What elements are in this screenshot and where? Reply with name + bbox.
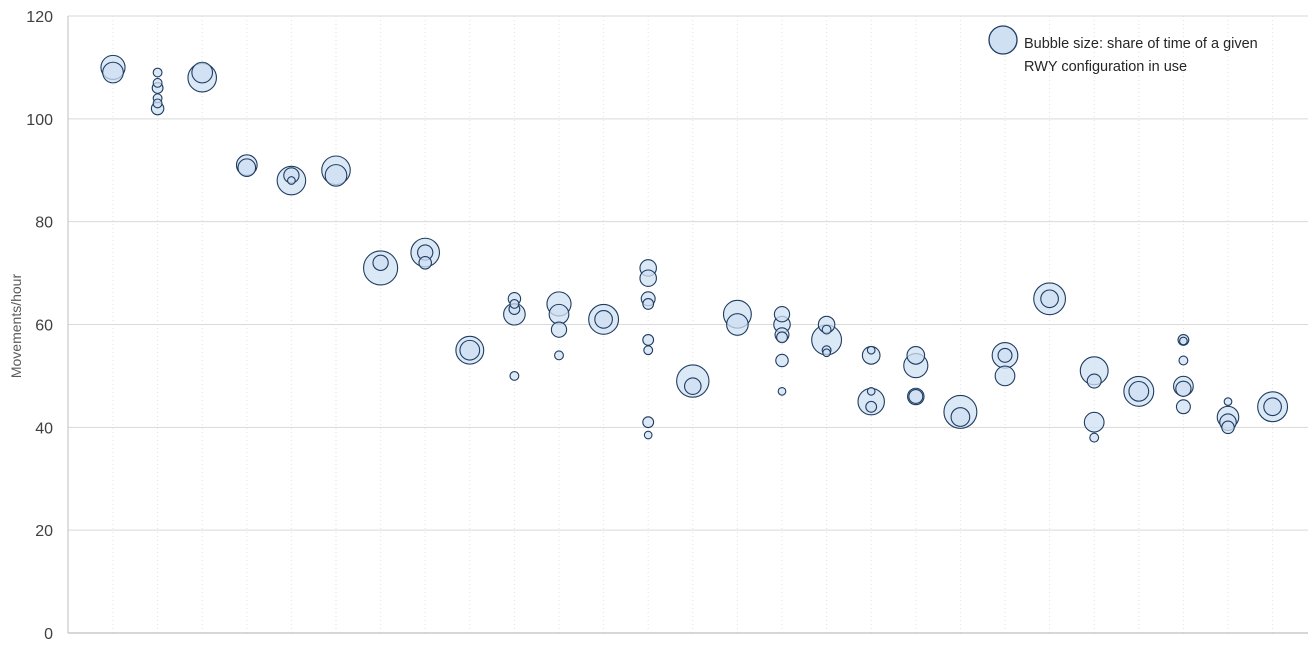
legend-text-line-1: Bubble size: share of time of a given xyxy=(1024,36,1258,52)
data-bubble xyxy=(997,347,1013,363)
data-bubble xyxy=(324,164,348,187)
data-bubble xyxy=(459,339,481,361)
data-bubble xyxy=(866,345,876,355)
y-tick-label: 120 xyxy=(26,9,53,26)
data-bubble xyxy=(642,416,655,429)
legend-text-line-2: RWY configuration in use xyxy=(1024,59,1187,75)
bubble-series xyxy=(100,54,1289,443)
grid-lines xyxy=(68,15,1308,633)
data-bubble xyxy=(1221,420,1235,435)
data-bubble xyxy=(102,61,124,84)
data-bubble xyxy=(1040,289,1059,309)
legend: Bubble size: share of time of a given RW… xyxy=(988,25,1258,75)
data-bubble xyxy=(1083,411,1105,433)
data-bubble xyxy=(684,377,702,395)
data-bubble xyxy=(726,313,749,336)
data-bubble xyxy=(642,333,655,346)
data-bubble xyxy=(1175,399,1191,415)
y-axis-title: Movements/hour xyxy=(8,274,24,379)
data-bubble xyxy=(1263,397,1282,417)
data-bubble xyxy=(643,430,653,440)
data-bubble xyxy=(152,67,163,78)
data-bubble xyxy=(1089,432,1100,443)
data-bubble xyxy=(548,303,570,325)
data-bubble xyxy=(152,77,163,88)
data-bubble xyxy=(372,254,389,271)
data-bubble xyxy=(418,256,432,270)
data-bubble xyxy=(866,386,876,396)
data-bubble xyxy=(639,269,657,288)
data-bubble xyxy=(1128,380,1150,402)
data-bubble xyxy=(950,407,971,427)
y-tick-label: 80 xyxy=(35,215,53,232)
data-bubble xyxy=(554,350,564,361)
data-bubble xyxy=(509,370,520,381)
data-bubble xyxy=(1086,373,1102,389)
y-tick-label: 100 xyxy=(26,112,53,129)
data-bubble xyxy=(775,353,789,368)
data-bubble xyxy=(643,345,654,356)
data-bubble xyxy=(550,321,568,338)
y-tick-label: 20 xyxy=(35,523,53,540)
data-bubble xyxy=(152,98,163,109)
data-bubble xyxy=(777,386,787,396)
y-tick-label: 60 xyxy=(35,318,53,335)
data-bubble xyxy=(1175,380,1192,397)
data-bubble xyxy=(237,158,257,178)
axes: 0 20 40 60 80 100 120 xyxy=(26,9,1308,643)
data-bubble xyxy=(776,331,788,344)
y-tick-label: 40 xyxy=(35,420,53,437)
y-tick-label: 0 xyxy=(44,626,53,643)
data-bubble xyxy=(865,400,878,413)
data-bubble xyxy=(906,346,926,365)
data-bubble xyxy=(994,365,1016,387)
data-bubble xyxy=(287,176,296,185)
legend-bubble-icon xyxy=(988,25,1018,55)
data-bubble xyxy=(509,298,520,309)
data-bubble xyxy=(1179,336,1188,346)
data-bubble xyxy=(191,61,214,84)
data-bubble xyxy=(642,297,655,310)
data-bubble xyxy=(908,388,924,404)
data-bubble xyxy=(1223,397,1233,406)
data-bubble xyxy=(773,306,791,323)
data-bubble xyxy=(821,324,832,335)
data-bubble xyxy=(594,310,613,329)
data-bubble xyxy=(1178,355,1189,366)
data-bubble xyxy=(822,348,831,358)
